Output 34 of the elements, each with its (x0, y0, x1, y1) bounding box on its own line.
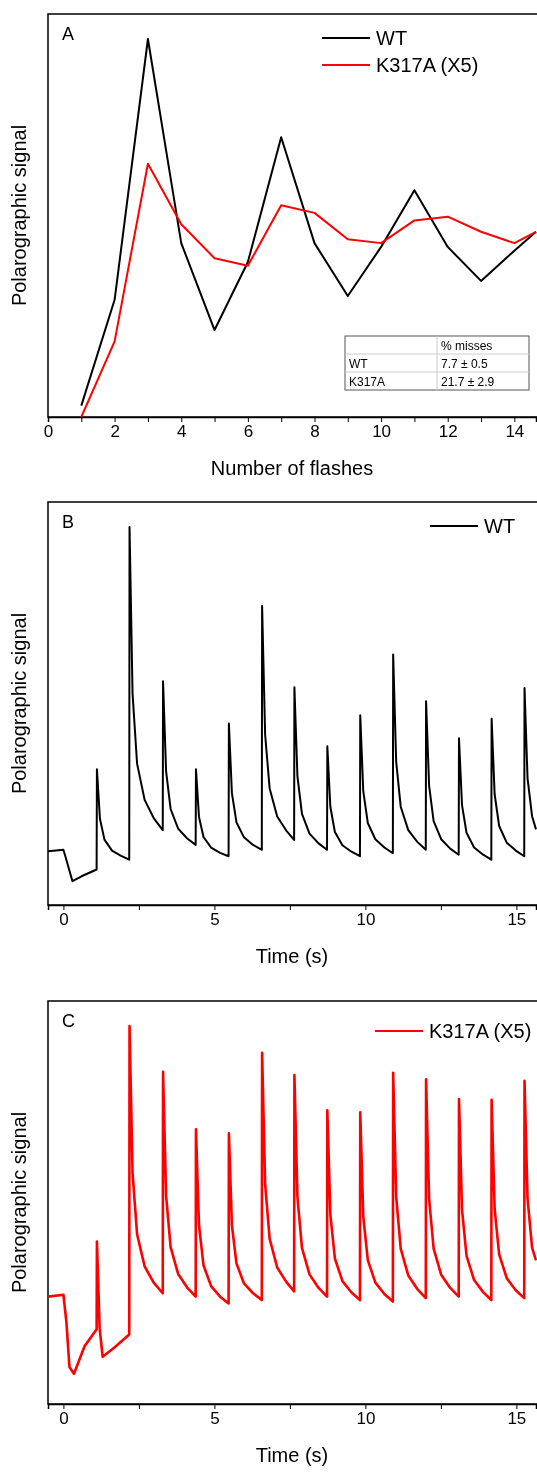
x-tick-label: 0 (59, 910, 69, 930)
x-tick-label: 0 (59, 1409, 69, 1429)
chart-title: C (62, 1011, 75, 1031)
x-axis-title: Time (s) (255, 1444, 329, 1466)
x-axis-title: Time (s) (255, 945, 329, 967)
x-tick-label: 5 (210, 1409, 220, 1429)
annotation: K317A (349, 375, 386, 389)
y-axis-title: Polarographic signal (8, 612, 30, 795)
legend-label: WT (484, 515, 516, 537)
x-tick-label: 10 (356, 910, 376, 930)
x-tick-label: 15 (507, 1409, 527, 1429)
x-tick-label: 14 (505, 422, 525, 442)
x-tick-label: 4 (177, 422, 187, 442)
annotation: WT (349, 357, 369, 371)
x-tick-label: 10 (372, 422, 392, 442)
legend-label: K317A (X5) (429, 1020, 532, 1042)
annotation: 7.7 ± 0.5 (441, 357, 488, 371)
legend-label: K317A (X5) (376, 54, 479, 76)
x-tick-label: 5 (210, 910, 220, 930)
x-tick-label: 12 (438, 422, 458, 442)
x-tick-label: 2 (110, 422, 120, 442)
y-axis-title: Polarographic signal (8, 1111, 30, 1294)
x-tick-label: 8 (310, 422, 320, 442)
x-tick-label: 15 (507, 910, 527, 930)
x-tick-label: 10 (356, 1409, 376, 1429)
annotation: 21.7 ± 2.9 (441, 375, 495, 389)
y-axis-title: Polarographic signal (8, 124, 30, 307)
annotation: % misses (441, 339, 493, 353)
chart-title: B (62, 512, 75, 532)
x-tick-label: 0 (43, 422, 54, 442)
legend-label: WT (376, 27, 408, 49)
chart-title: A (62, 24, 75, 44)
x-tick-label: 6 (243, 422, 254, 442)
x-axis-title: Number of flashes (210, 457, 374, 479)
